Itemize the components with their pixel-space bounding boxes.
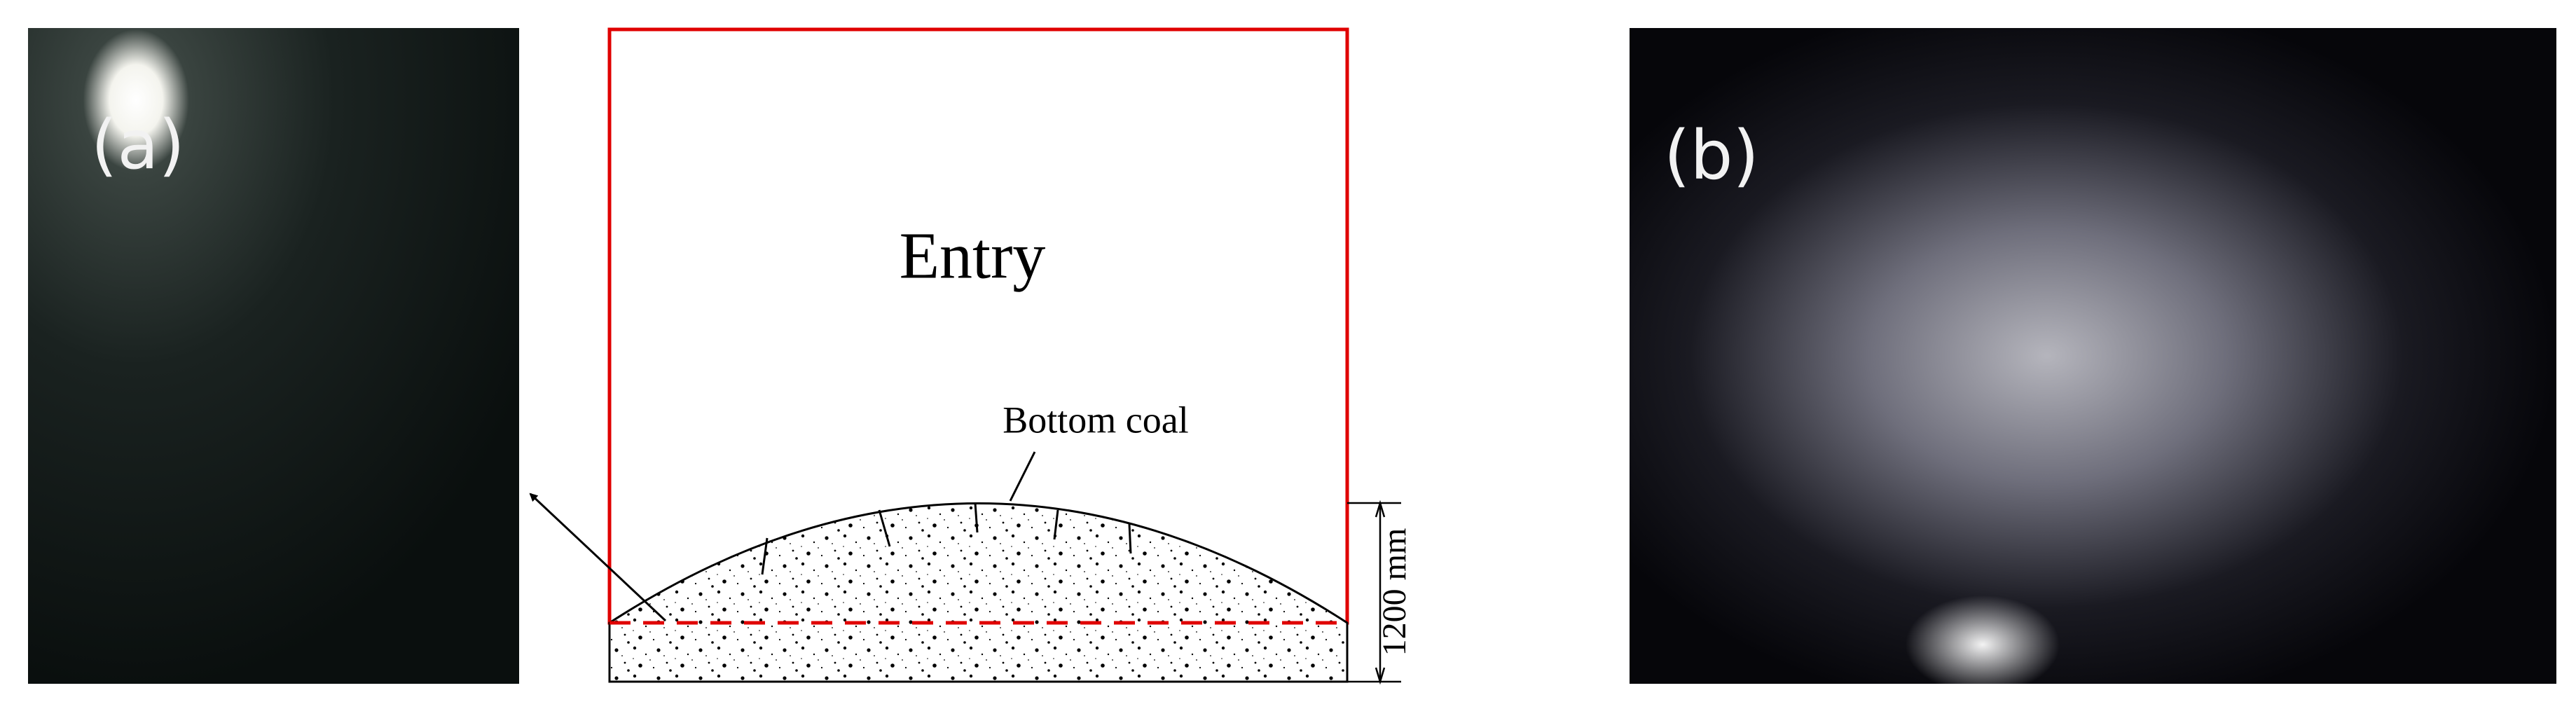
photo-a (28, 28, 519, 684)
lamp-glow (1906, 595, 2060, 694)
entry-label: Entry (900, 220, 1046, 293)
panel-label: (b) (1664, 116, 1759, 195)
cracks (761, 502, 1132, 575)
arrow (529, 493, 667, 622)
panel-label: (a) (91, 106, 185, 184)
bottom-coal-label: Bottom coal (1003, 399, 1188, 441)
bottom-coal (608, 502, 1349, 683)
dimension (1347, 500, 1401, 685)
machine-glow (1630, 28, 2556, 684)
leader-line (1009, 451, 1036, 502)
dimension-label: 1200 mm (1376, 528, 1413, 656)
